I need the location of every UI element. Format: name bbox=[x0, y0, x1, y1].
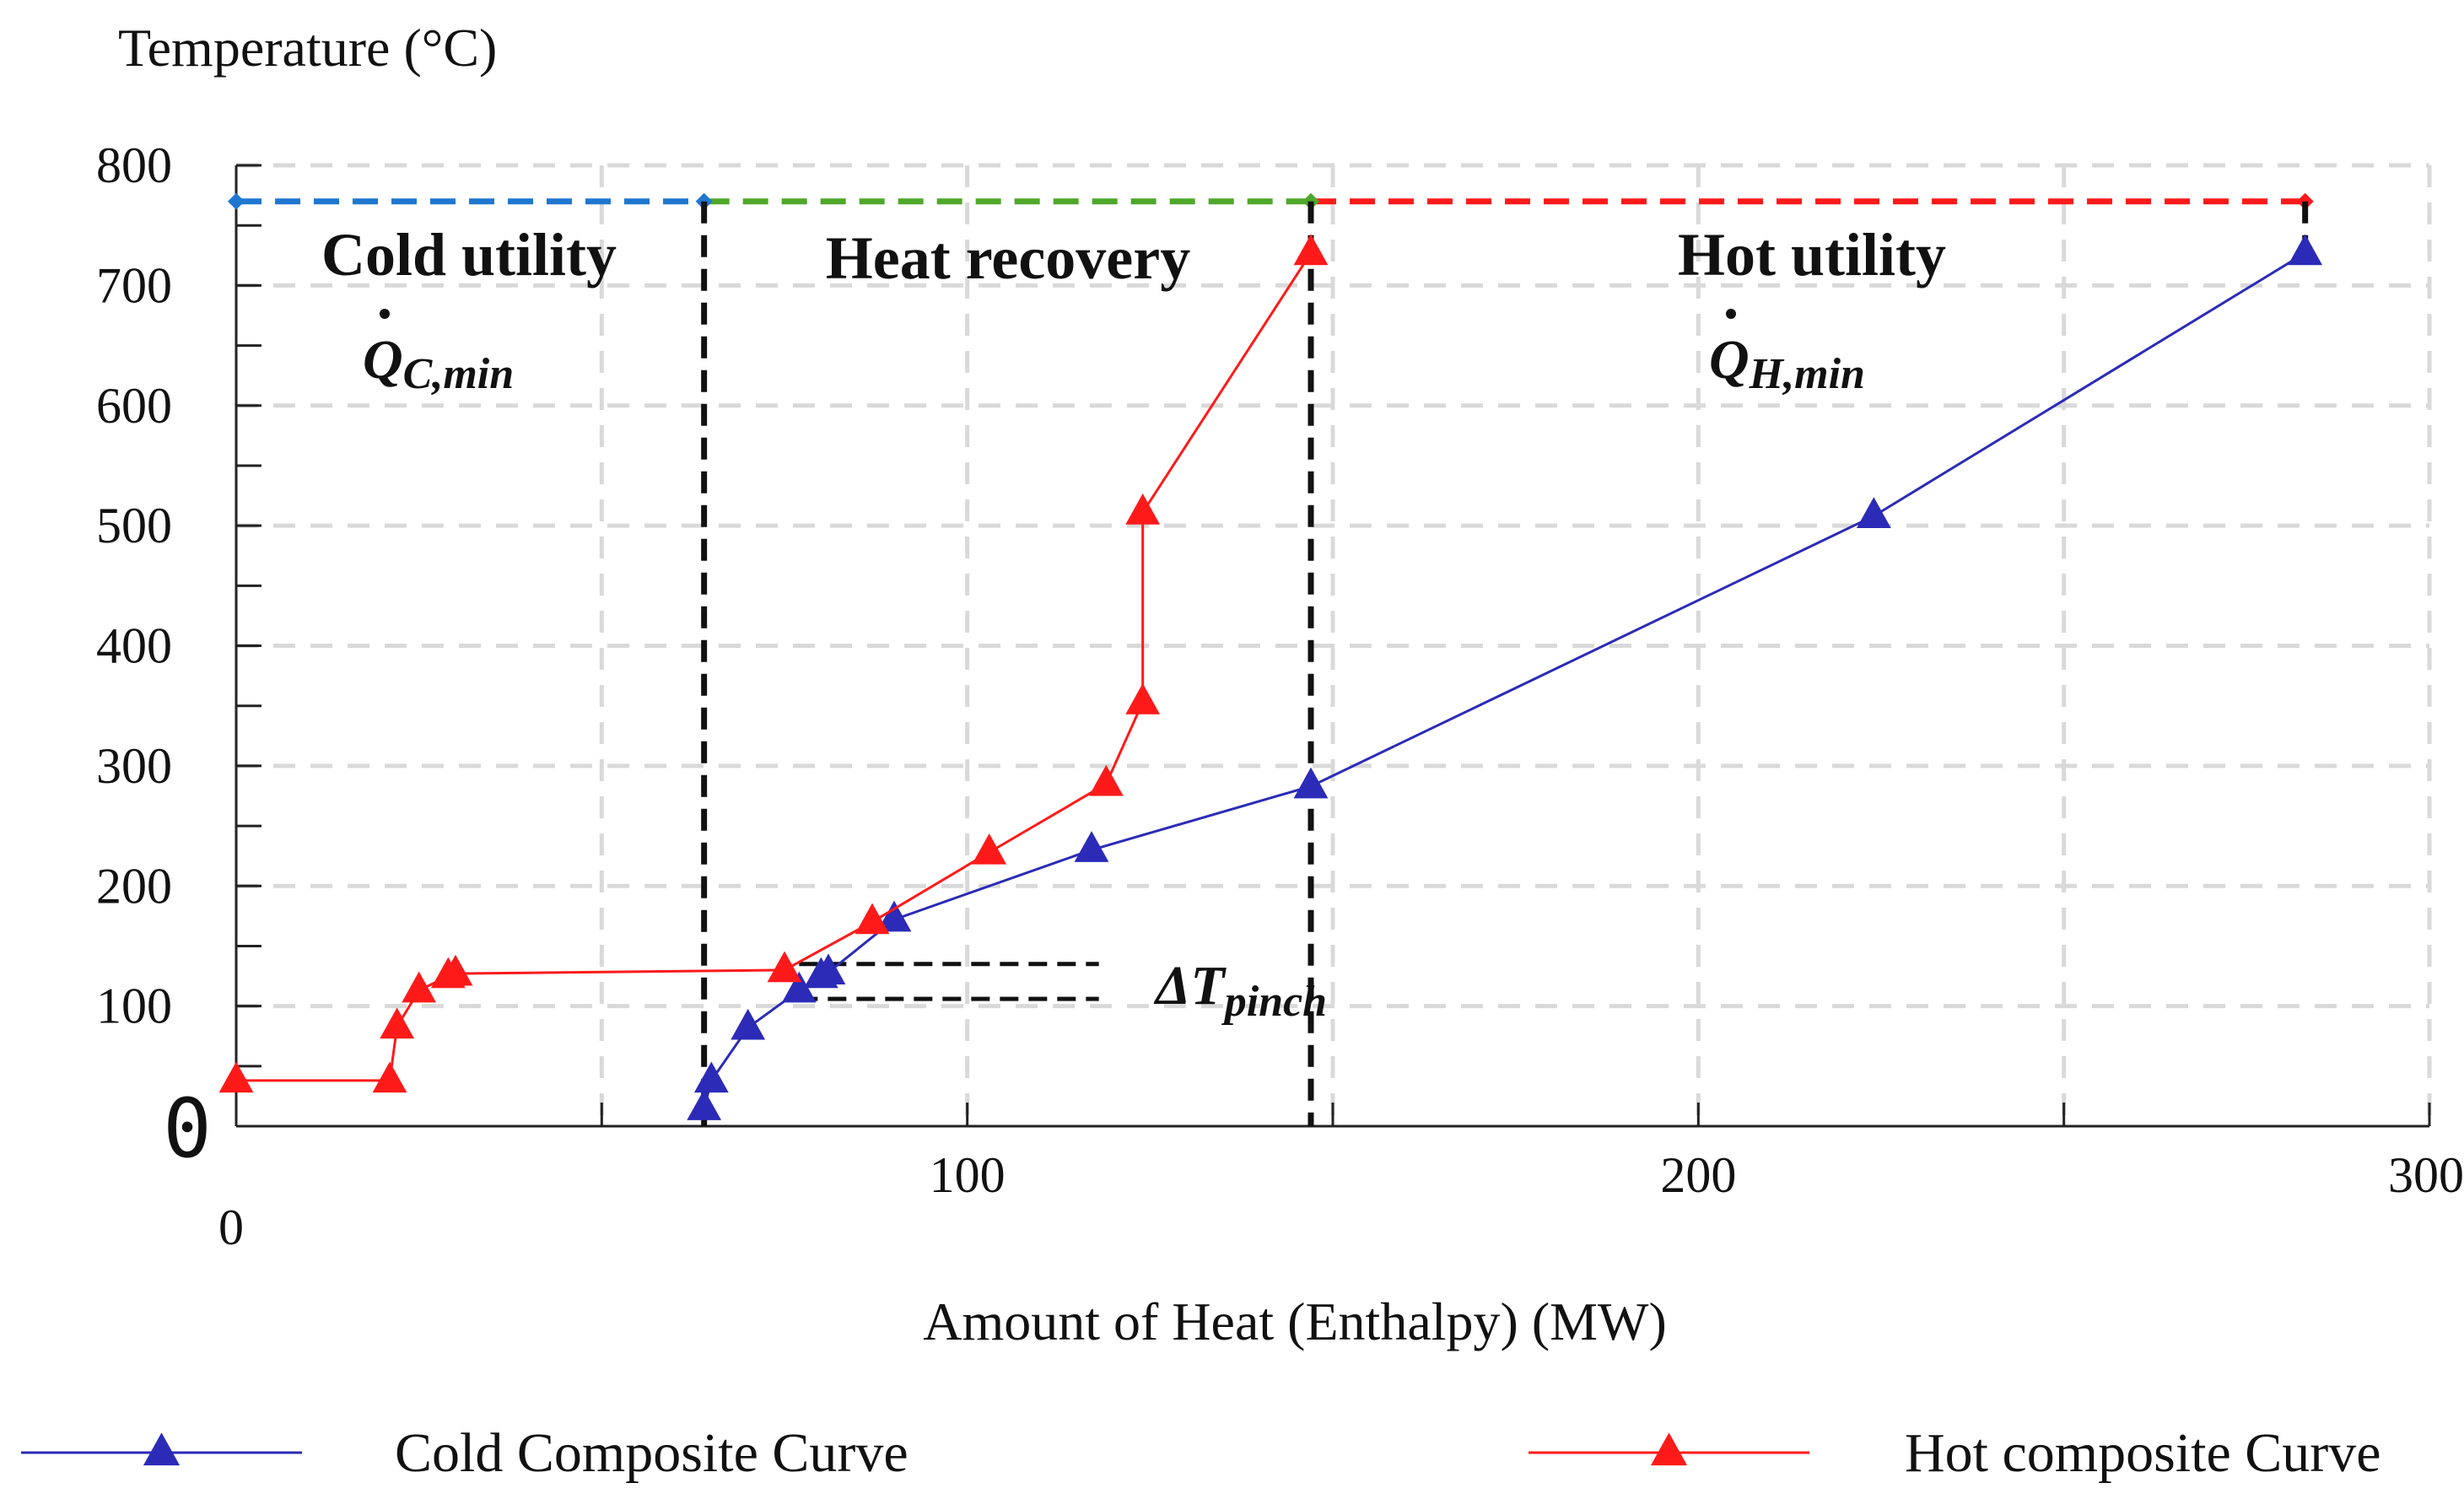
series-line-cold bbox=[703, 251, 2306, 1109]
series-point-hot bbox=[767, 951, 802, 983]
y-tick-label: 600 bbox=[96, 378, 172, 434]
svg-text:QC,min: QC,min bbox=[363, 329, 514, 398]
pinch-symbol: ΔT bbox=[1153, 955, 1227, 1017]
pinch-label: ΔTpinch bbox=[1153, 955, 1327, 1026]
y-tick-label: 800 bbox=[96, 138, 172, 193]
series-point-cold bbox=[2288, 234, 2323, 266]
y-tick-label-zero: 0 bbox=[163, 1081, 212, 1176]
series-point-cold bbox=[1856, 497, 1891, 529]
legend-marker bbox=[1650, 1432, 1688, 1466]
series-point-cold bbox=[1074, 831, 1109, 862]
q-c-subscript: C,min bbox=[403, 350, 515, 398]
cold-utility-label: Cold utility bbox=[321, 221, 617, 289]
y-tick-label: 300 bbox=[96, 738, 172, 794]
series-point-hot bbox=[1088, 764, 1124, 796]
q-c-min-label: QC,min bbox=[363, 309, 514, 398]
q-h-symbol: Q bbox=[1709, 329, 1750, 391]
q-h-subscript: H,min bbox=[1749, 350, 1865, 398]
series-point-cold bbox=[1293, 767, 1329, 799]
y-tick-label: 100 bbox=[96, 979, 172, 1034]
series-point-cold bbox=[693, 1061, 729, 1093]
series-point-hot bbox=[438, 954, 473, 986]
chart-marks bbox=[218, 192, 2323, 1126]
legend-marker bbox=[143, 1432, 181, 1466]
heat-recovery-label: Heat recovery bbox=[826, 224, 1190, 292]
svg-text:QH,min: QH,min bbox=[1709, 329, 1865, 398]
y-tick-label: 200 bbox=[96, 858, 172, 914]
series-point-hot bbox=[218, 1061, 254, 1093]
y-axis-title: Temperature (°C) bbox=[118, 18, 497, 78]
series-point-hot bbox=[1125, 682, 1161, 715]
series-point-hot bbox=[972, 833, 1007, 865]
x-tick-label: 200 bbox=[1660, 1147, 1736, 1203]
annotations: Cold utility Heat recovery Hot utility Q… bbox=[321, 221, 1946, 1026]
legend-label: Cold Composite Curve bbox=[395, 1422, 908, 1484]
x-tick-label: 0 bbox=[218, 1200, 244, 1255]
series-point-hot bbox=[402, 971, 437, 1003]
series-point-cold bbox=[876, 900, 912, 932]
x-tick-label: 300 bbox=[2388, 1147, 2464, 1203]
x-axis-title: Amount of Heat (Enthalpy) (MW) bbox=[923, 1292, 1667, 1351]
legend-label: Hot composite Curve bbox=[1905, 1422, 2381, 1484]
series-point-cold bbox=[781, 971, 817, 1003]
axes: 100 200 300 400 500 600 700 800 00 100 200 300 bbox=[96, 138, 2464, 1255]
y-tick-label: 700 bbox=[96, 257, 172, 313]
q-h-dot bbox=[1726, 309, 1736, 319]
series-point-hot bbox=[380, 1007, 415, 1039]
hot-utility-label: Hot utility bbox=[1678, 221, 1946, 289]
series-point-hot bbox=[372, 1061, 407, 1093]
q-c-dot bbox=[380, 309, 390, 319]
grid bbox=[236, 163, 2432, 1126]
series-point-hot bbox=[855, 903, 890, 935]
legend: Cold Composite Curve Hot composite Curve bbox=[21, 1422, 2381, 1484]
series-point-hot bbox=[1293, 234, 1329, 266]
series-point-cold bbox=[811, 953, 846, 985]
y-tick-label: 500 bbox=[96, 498, 172, 553]
pinch-subscript: pinch bbox=[1221, 978, 1327, 1026]
series-point-cold bbox=[731, 1008, 766, 1040]
series-point-hot bbox=[1125, 493, 1161, 525]
x-tick-label: 100 bbox=[930, 1147, 1006, 1203]
utility-point-marker bbox=[228, 192, 245, 210]
q-h-min-label: QH,min bbox=[1709, 309, 1865, 398]
y-tick-label: 400 bbox=[96, 618, 172, 674]
q-c-symbol: Q bbox=[363, 329, 403, 391]
series-point-cold bbox=[687, 1089, 722, 1120]
